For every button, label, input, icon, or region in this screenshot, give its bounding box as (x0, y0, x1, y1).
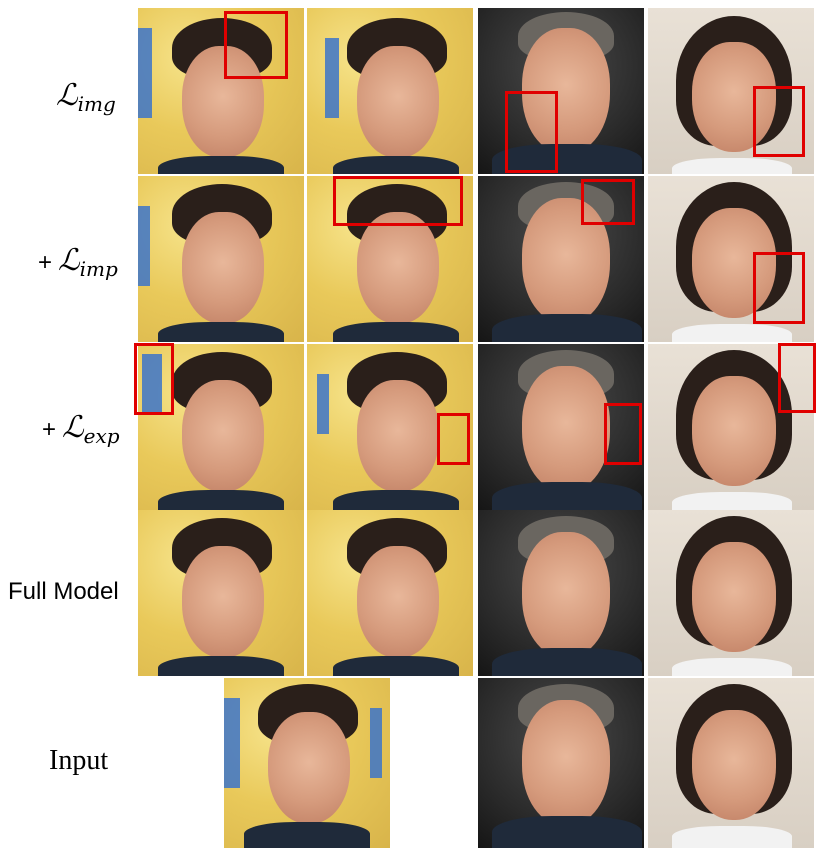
row-label-l-img: ℒimg (56, 78, 116, 116)
row-label-l-exp: + ℒexp (42, 410, 120, 448)
image-row4-col2 (307, 510, 473, 676)
image-row1-col3 (478, 8, 644, 174)
highlight-box-r1c3 (505, 91, 558, 173)
highlight-box-r1c4 (753, 86, 805, 157)
row-label-l-imp: + ℒimp (38, 243, 118, 281)
highlight-box-r3c4 (778, 343, 816, 413)
highlight-box-r2c4 (753, 252, 805, 324)
highlight-box-r3c3 (604, 403, 642, 465)
image-row2-col3 (478, 176, 644, 342)
input-image-man (224, 678, 390, 848)
image-row3-col4 (648, 344, 814, 510)
image-row3-col3 (478, 344, 644, 510)
highlight-box-r3c1 (134, 343, 174, 415)
row-label-input: Input (49, 745, 109, 776)
image-row1-col2 (307, 8, 473, 174)
highlight-box-r2c2 (333, 176, 463, 226)
image-row4-col3 (478, 510, 644, 676)
input-image-child (648, 678, 814, 848)
image-row1-col4 (648, 8, 814, 174)
image-row2-col1 (138, 176, 304, 342)
highlight-box-r2c3 (581, 179, 635, 225)
highlight-box-r1c1 (224, 11, 288, 79)
image-row4-col1 (138, 510, 304, 676)
image-row4-col4 (648, 510, 814, 676)
highlight-box-r3c2 (437, 413, 470, 465)
image-row3-col2 (307, 344, 473, 510)
image-row2-col4 (648, 176, 814, 342)
row-label-full-model: Full Model (8, 578, 119, 605)
image-row1-col1 (138, 8, 304, 174)
input-image-older-man (478, 678, 644, 848)
image-row3-col1 (138, 344, 304, 510)
